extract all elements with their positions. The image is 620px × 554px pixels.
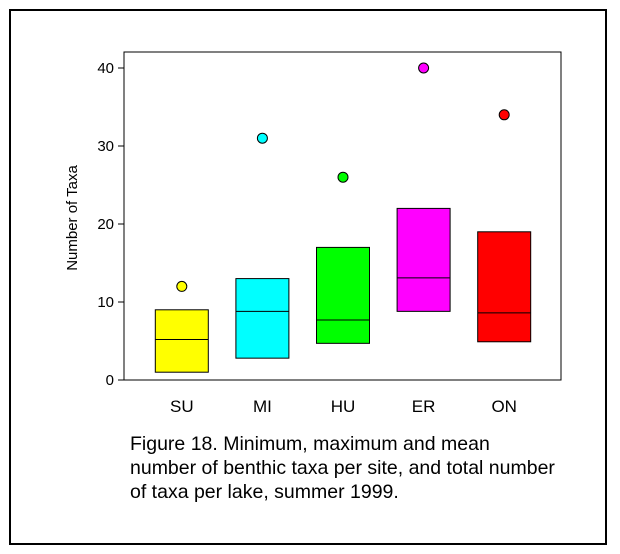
x-tick-label: ON [491, 397, 517, 416]
y-axis-label: Number of Taxa [64, 165, 81, 271]
range-box-su [154, 309, 209, 373]
x-tick-label: HU [331, 397, 356, 416]
range-box-hu [316, 246, 370, 344]
figure-frame [9, 9, 607, 545]
y-tick-label: 40 [97, 60, 114, 77]
total-point-on [498, 109, 510, 121]
range-box-mi [235, 278, 290, 359]
y-tick-label: 10 [97, 294, 114, 311]
total-point-su [176, 280, 188, 292]
range-box-on [477, 231, 532, 343]
figure-caption: Figure 18. Minimum, maximum and mean num… [130, 433, 555, 503]
total-point-hu [337, 171, 349, 183]
total-point-er [418, 62, 430, 74]
y-tick-label: 30 [97, 138, 114, 155]
plot-area [123, 51, 562, 381]
total-point-mi [256, 132, 268, 144]
range-box-er [396, 207, 451, 312]
x-tick-label: SU [170, 397, 194, 416]
x-tick-label: MI [253, 397, 272, 416]
y-tick-label: 0 [106, 372, 114, 389]
y-tick-label: 20 [97, 216, 114, 233]
box-chart: 0 10 20 30 40 SU MI HU ER ON Number of Taxa [64, 51, 562, 416]
x-tick-label: ER [412, 397, 436, 416]
